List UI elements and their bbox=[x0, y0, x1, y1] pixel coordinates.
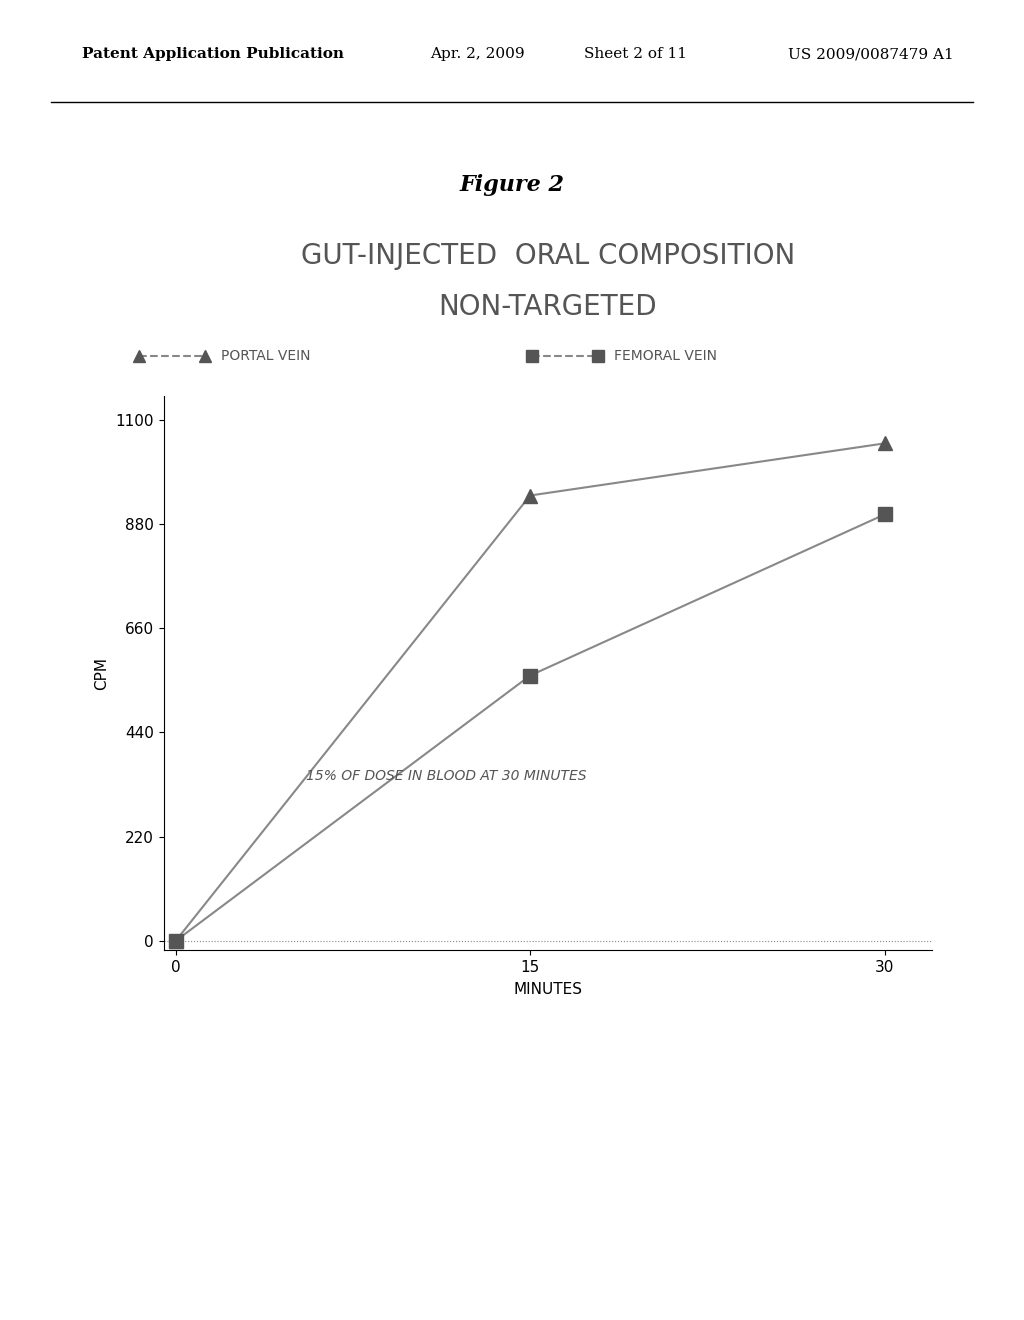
Text: US 2009/0087479 A1: US 2009/0087479 A1 bbox=[788, 48, 954, 61]
X-axis label: MINUTES: MINUTES bbox=[513, 982, 583, 997]
Text: Apr. 2, 2009: Apr. 2, 2009 bbox=[430, 48, 524, 61]
Text: 15% OF DOSE IN BLOOD AT 30 MINUTES: 15% OF DOSE IN BLOOD AT 30 MINUTES bbox=[305, 768, 586, 783]
Text: Sheet 2 of 11: Sheet 2 of 11 bbox=[584, 48, 687, 61]
Text: GUT-INJECTED  ORAL COMPOSITION: GUT-INJECTED ORAL COMPOSITION bbox=[301, 243, 795, 271]
Y-axis label: CPM: CPM bbox=[93, 657, 109, 689]
Text: Patent Application Publication: Patent Application Publication bbox=[82, 48, 344, 61]
Text: NON-TARGETED: NON-TARGETED bbox=[438, 293, 657, 321]
Text: FEMORAL VEIN: FEMORAL VEIN bbox=[614, 350, 718, 363]
Text: PORTAL VEIN: PORTAL VEIN bbox=[221, 350, 310, 363]
Text: Figure 2: Figure 2 bbox=[460, 174, 564, 195]
